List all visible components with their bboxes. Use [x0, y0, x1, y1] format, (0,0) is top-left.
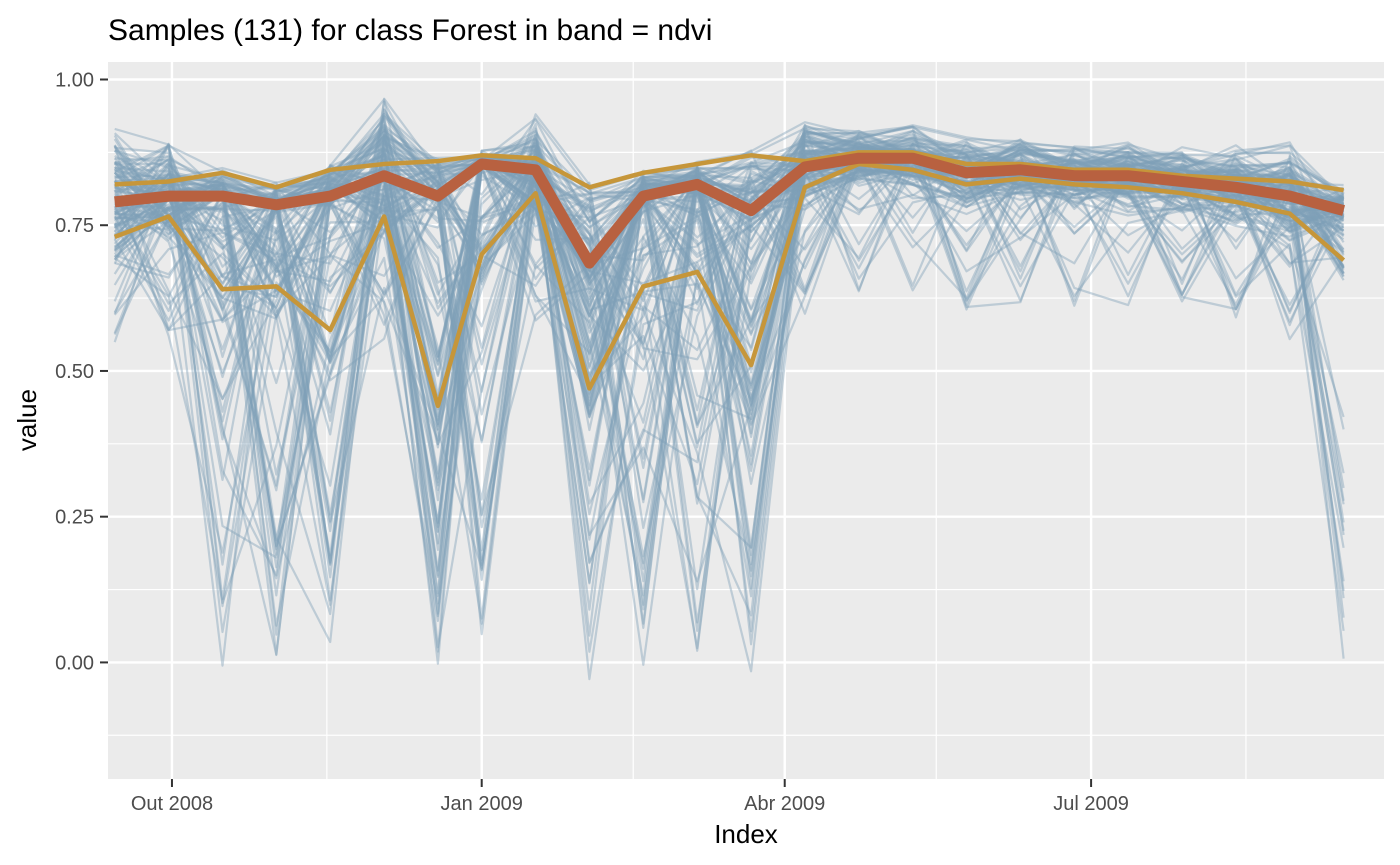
sample-series-line [113, 112, 1345, 599]
y-axis: 0.00 0.25 0.50 0.75 1.00 [55, 69, 108, 674]
sample-series-line [114, 152, 1344, 548]
sample-lines [113, 97, 1345, 681]
sample-series-line [113, 143, 1345, 644]
x-tick-label: Jul 2009 [1053, 793, 1129, 815]
sample-series-line [114, 98, 1344, 551]
sample-series-line [113, 124, 1344, 605]
sample-series-line [113, 149, 1345, 632]
y-tick-label: 0.25 [55, 507, 94, 529]
sample-series-line [114, 129, 1345, 501]
median-line [114, 152, 1346, 269]
sample-series-line [113, 135, 1345, 400]
sample-series-line [114, 147, 1344, 401]
sample-series-line [114, 151, 1344, 444]
sample-series-line [113, 143, 1345, 580]
minor-gridlines [108, 62, 1384, 779]
sample-series-line [114, 160, 1345, 492]
sample-series-line [113, 114, 1344, 608]
sample-series-line [114, 127, 1344, 567]
sample-series-line [114, 150, 1344, 583]
sample-series-line [113, 129, 1345, 401]
y-tick-label: 0.75 [55, 215, 94, 237]
sample-series-line [114, 141, 1345, 590]
sample-series-line [114, 150, 1345, 529]
sample-series-line [114, 129, 1345, 681]
y-tick-label: 0.00 [55, 652, 94, 674]
sample-series-line [114, 136, 1345, 577]
sample-series-line [114, 155, 1345, 274]
sample-series-line [113, 147, 1345, 623]
x-axis: Out 2008 Jan 2009 Abr 2009 Jul 2009 [131, 779, 1129, 815]
sample-series-line [113, 157, 1345, 650]
sample-series-line [114, 150, 1345, 666]
chart-title: Samples (131) for class Forest in band =… [108, 14, 712, 47]
x-tick-label: Abr 2009 [744, 793, 825, 815]
sample-series-line [114, 142, 1345, 583]
sample-series-line [114, 152, 1344, 285]
sample-series-line [114, 148, 1344, 565]
sample-series-line [113, 154, 1345, 618]
sample-series-line [114, 151, 1345, 652]
sample-series-line [113, 129, 1345, 634]
sample-series-line [113, 137, 1344, 618]
sample-series-line [114, 155, 1345, 533]
y-tick-label: 1.00 [55, 69, 94, 91]
sample-series-line [113, 153, 1345, 570]
sample-series-line [114, 145, 1345, 627]
sample-series-line [113, 159, 1345, 359]
sample-series-line [113, 133, 1344, 533]
sample-series-line [113, 147, 1345, 558]
sample-series-line [114, 113, 1345, 504]
sample-series-line [113, 127, 1345, 420]
sample-series-line [114, 138, 1344, 402]
sample-series-line [114, 143, 1345, 350]
sample-series-line [114, 129, 1344, 611]
sample-series-line [114, 118, 1345, 649]
y-tick-label: 0.50 [55, 361, 94, 383]
sample-series-line [113, 118, 1345, 385]
lower-quantile-line [113, 161, 1346, 409]
sample-series-line [113, 132, 1344, 554]
sample-series-line [113, 138, 1345, 480]
sample-series-line [114, 139, 1345, 646]
sample-series-line [113, 144, 1345, 633]
y-axis-title: value [12, 389, 42, 451]
sample-series-line [114, 130, 1344, 636]
sample-series-line [113, 132, 1344, 545]
sample-series-line [114, 133, 1344, 432]
sample-series-line [113, 130, 1345, 611]
sample-series-line [113, 138, 1345, 303]
x-tick-label: Jan 2009 [441, 793, 523, 815]
sample-series-line [114, 117, 1345, 624]
sample-series-line [113, 159, 1344, 416]
x-axis-title: Index [714, 819, 778, 849]
sample-series-line [114, 140, 1345, 414]
sample-series-line [114, 137, 1345, 653]
x-tick-label: Out 2008 [131, 793, 213, 815]
sample-series-line [113, 150, 1344, 630]
sample-series-line [114, 132, 1345, 667]
sample-series-line [114, 123, 1344, 615]
summary-lines [113, 150, 1346, 409]
upper-quantile-line [114, 150, 1344, 193]
sample-series-line [113, 143, 1345, 665]
sample-series-line [113, 97, 1345, 564]
